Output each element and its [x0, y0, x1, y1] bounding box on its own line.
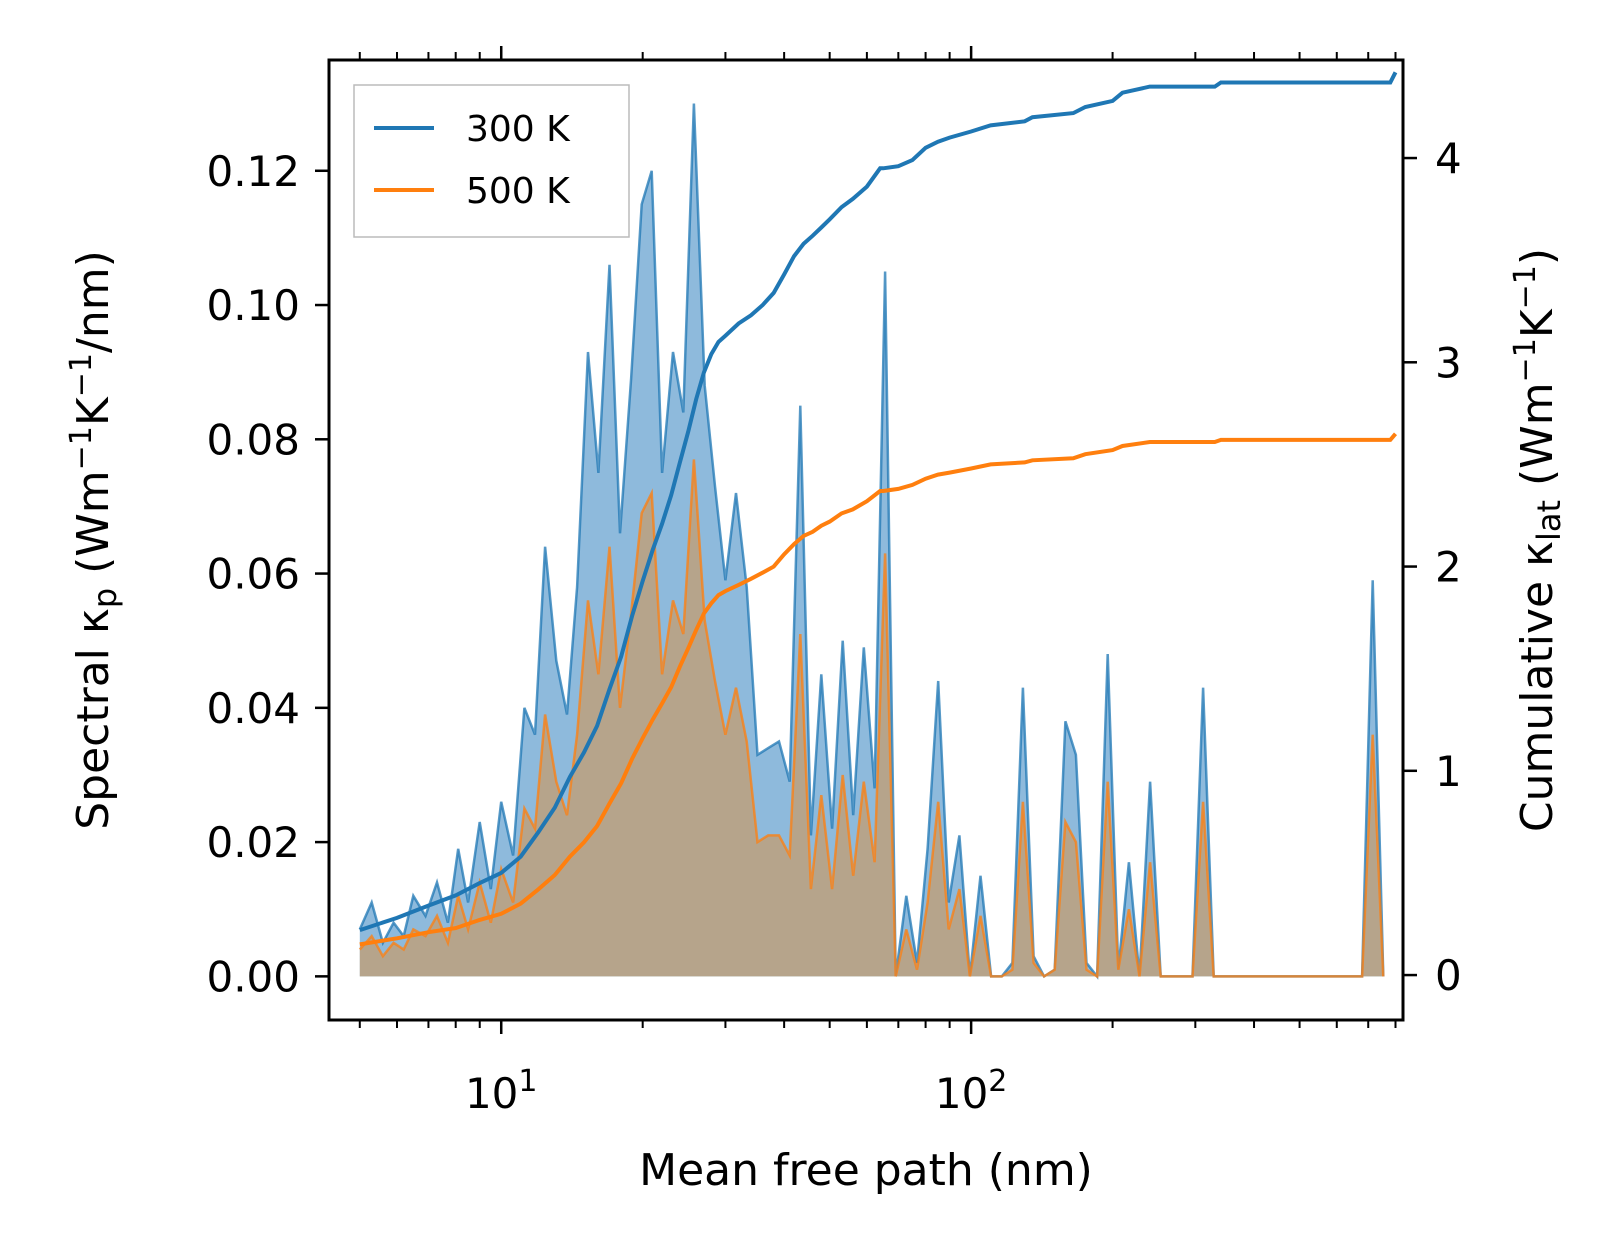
left-y-tick-label: 0.00: [206, 952, 300, 1001]
legend-box: [353, 84, 630, 238]
left-y-tick-label: 0.06: [206, 550, 300, 599]
legend: 300 K 500 K: [353, 84, 630, 238]
right-y-tick-label: 3: [1435, 338, 1462, 387]
right-y-tick-label: 2: [1435, 543, 1462, 592]
tick-labels: 101 102 0.00 0.02 0.04 0.06 0.08 0.10 0.12 0 1 2 3 4: [206, 134, 1461, 1118]
plot-frame: [327, 58, 1405, 1022]
spectral-edge-500k: [358, 459, 1385, 979]
plot-content: [358, 71, 1398, 980]
left-y-tick-label: 0.10: [206, 281, 300, 330]
right-y-tick-label: 0: [1435, 951, 1462, 1000]
right-y-tick-label: 4: [1435, 134, 1462, 183]
cumulative-line-500k: [359, 432, 1398, 947]
legend-label-300k: 300 K: [466, 109, 571, 150]
legend-label-500k: 500 K: [466, 171, 571, 212]
x-tick-label: 102: [935, 1064, 1008, 1119]
left-y-tick-label: 0.04: [206, 684, 300, 733]
x-axis-title: Mean free path (nm): [639, 1145, 1093, 1196]
left-y-axis-title: Spectral κp (Wm−1K−1/nm): [64, 250, 125, 830]
x-tick-label: 101: [465, 1064, 538, 1119]
cumulative-line-300k: [359, 71, 1398, 933]
left-y-tick-label: 0.12: [206, 147, 300, 196]
left-y-tick-label: 0.08: [206, 415, 300, 464]
spectral-fill-500k: [359, 459, 1384, 977]
left-y-tick-label: 0.02: [206, 818, 300, 867]
right-y-axis-title: Cumulative κlat (Wm−1K−1): [1508, 248, 1569, 832]
right-y-tick-label: 1: [1435, 747, 1462, 796]
